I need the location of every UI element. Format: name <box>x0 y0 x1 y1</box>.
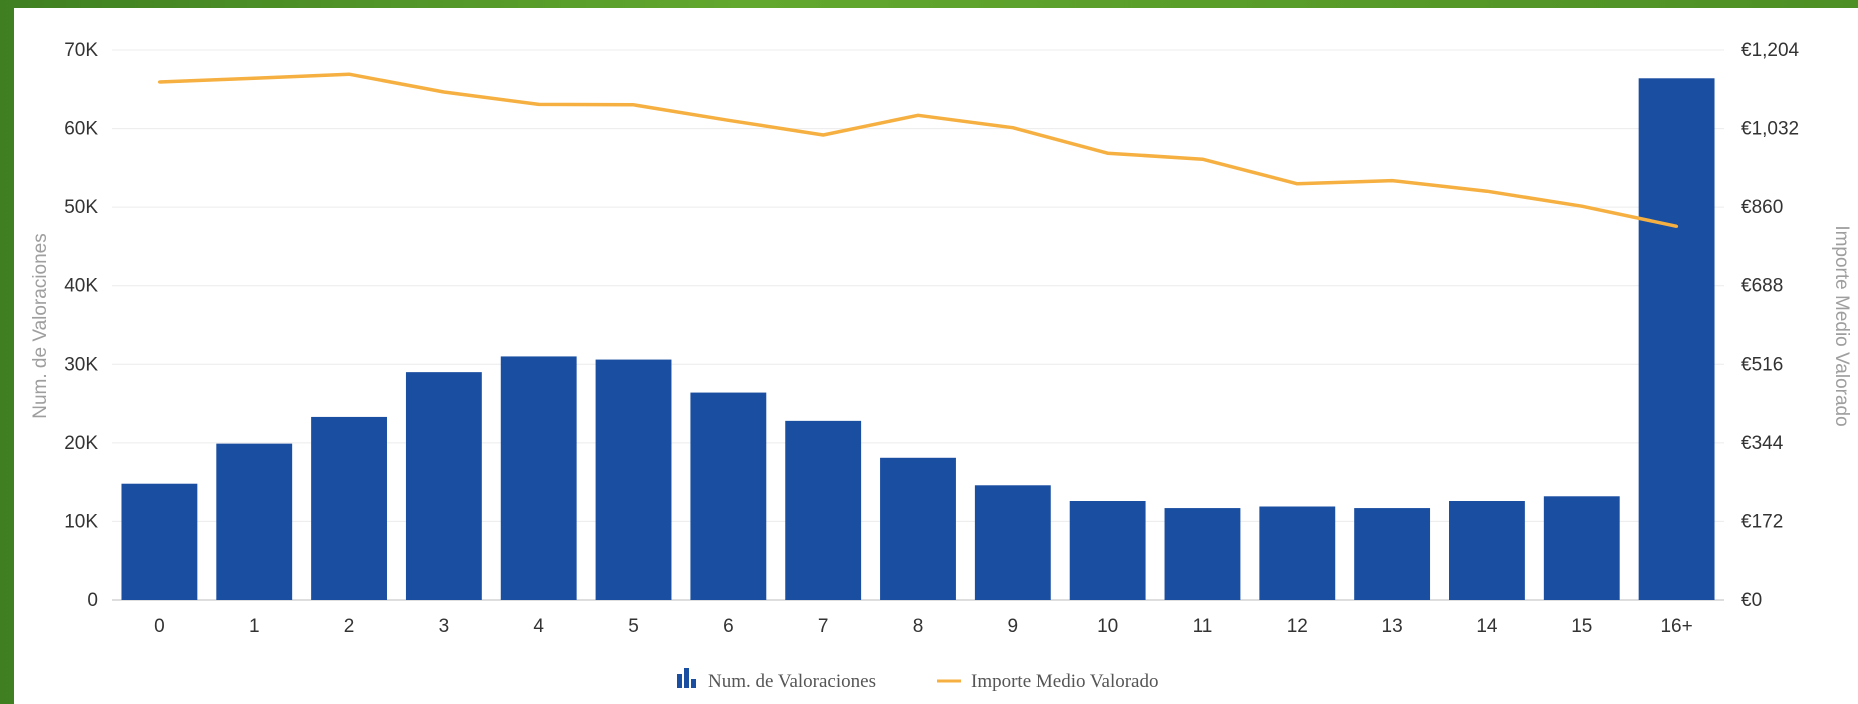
line-point <box>1675 224 1679 228</box>
bar <box>216 443 293 600</box>
line-point <box>916 113 920 117</box>
bar <box>500 356 577 600</box>
bar <box>1543 496 1620 600</box>
left-tick-label: 50K <box>64 197 98 218</box>
right-tick-label: €1,204 <box>1741 40 1800 61</box>
left-tick-label: 20K <box>64 433 98 454</box>
x-tick-label: 16+ <box>1660 616 1692 637</box>
x-tick-label: 11 <box>1193 616 1213 637</box>
line-point <box>537 102 541 106</box>
bar <box>1069 501 1146 600</box>
x-axis-ticks: 0 1 2 3 4 5 6 7 8 9 10 11 12 13 14 15 16+ <box>154 616 1693 637</box>
x-tick-label: 4 <box>533 616 544 637</box>
bar <box>1354 508 1431 600</box>
bar <box>121 483 198 600</box>
line-point <box>442 90 446 94</box>
line-point <box>1106 151 1110 155</box>
left-axis-title: Num. de Valoraciones <box>30 233 51 419</box>
legend-item-bars[interactable]: Num. de Valoraciones <box>677 668 876 692</box>
right-tick-label: €172 <box>1741 511 1783 532</box>
line-point <box>726 118 730 122</box>
line-point <box>1200 157 1204 161</box>
right-tick-label: €344 <box>1741 433 1784 454</box>
right-tick-label: €1,032 <box>1741 119 1799 140</box>
left-tick-label: 10K <box>64 511 98 532</box>
bar <box>1449 501 1525 600</box>
line-point <box>1390 179 1394 183</box>
line-point <box>347 72 351 76</box>
left-tick-label: 70K <box>64 40 98 61</box>
bar <box>311 416 387 600</box>
bar <box>405 372 482 600</box>
right-tick-label: €688 <box>1741 276 1783 297</box>
combo-chart: 0 10K 20K 30K 40K 50K 60K 70K €0 €172 €344 €516 €68… <box>30 40 1852 692</box>
bar <box>974 485 1051 600</box>
line-point <box>1485 189 1489 193</box>
right-tick-label: €860 <box>1741 197 1783 218</box>
line-point <box>632 103 636 107</box>
line-point <box>157 80 161 84</box>
x-tick-label: 12 <box>1287 616 1308 637</box>
x-tick-label: 6 <box>723 616 734 637</box>
bar <box>1259 506 1336 600</box>
x-tick-label: 5 <box>628 616 639 637</box>
bar-series <box>121 78 1715 601</box>
x-tick-label: 14 <box>1476 616 1498 637</box>
bar <box>785 420 862 600</box>
series-line <box>159 72 1677 229</box>
legend-label-bars: Num. de Valoraciones <box>708 671 876 692</box>
line-point <box>1295 182 1299 186</box>
x-tick-label: 15 <box>1571 616 1592 637</box>
x-tick-label: 10 <box>1097 616 1118 637</box>
right-axis-ticks: €0 €172 €344 €516 €688 €860 €1,032 €1,204 <box>1741 40 1800 611</box>
bar <box>690 392 767 600</box>
x-tick-label: 3 <box>439 616 450 637</box>
right-tick-label: €0 <box>1741 590 1762 611</box>
x-tick-label: 13 <box>1382 616 1403 637</box>
legend-label-line: Importe Medio Valorado <box>971 671 1159 692</box>
x-tick-label: 0 <box>154 616 165 637</box>
line-point <box>821 133 825 137</box>
line-point <box>1580 204 1584 208</box>
bar-chart-icon <box>677 668 696 688</box>
bar <box>1638 78 1715 601</box>
left-tick-label: 60K <box>64 119 98 140</box>
bar <box>595 359 672 600</box>
left-tick-label: 30K <box>64 354 98 375</box>
bar <box>1164 508 1241 600</box>
right-tick-label: €516 <box>1741 354 1783 375</box>
right-axis-title: Importe Medio Valorado <box>1831 225 1852 426</box>
x-tick-label: 8 <box>913 616 924 637</box>
x-tick-label: 2 <box>344 616 355 637</box>
left-tick-label: 0 <box>87 590 98 611</box>
chart-panel: 0 10K 20K 30K 40K 50K 60K 70K €0 €172 €344 €516 €68… <box>14 8 1858 704</box>
line-series <box>157 72 1679 229</box>
legend[interactable]: Num. de Valoraciones Importe Medio Valor… <box>677 668 1159 692</box>
bar <box>880 457 956 600</box>
x-tick-label: 7 <box>818 616 829 637</box>
left-tick-label: 40K <box>64 276 98 297</box>
line-point <box>252 76 256 80</box>
x-tick-label: 1 <box>249 616 260 637</box>
x-tick-label: 9 <box>1008 616 1019 637</box>
legend-item-line[interactable]: Importe Medio Valorado <box>937 671 1159 692</box>
left-axis-ticks: 0 10K 20K 30K 40K 50K 60K 70K <box>64 40 98 611</box>
line-point <box>1011 126 1015 130</box>
